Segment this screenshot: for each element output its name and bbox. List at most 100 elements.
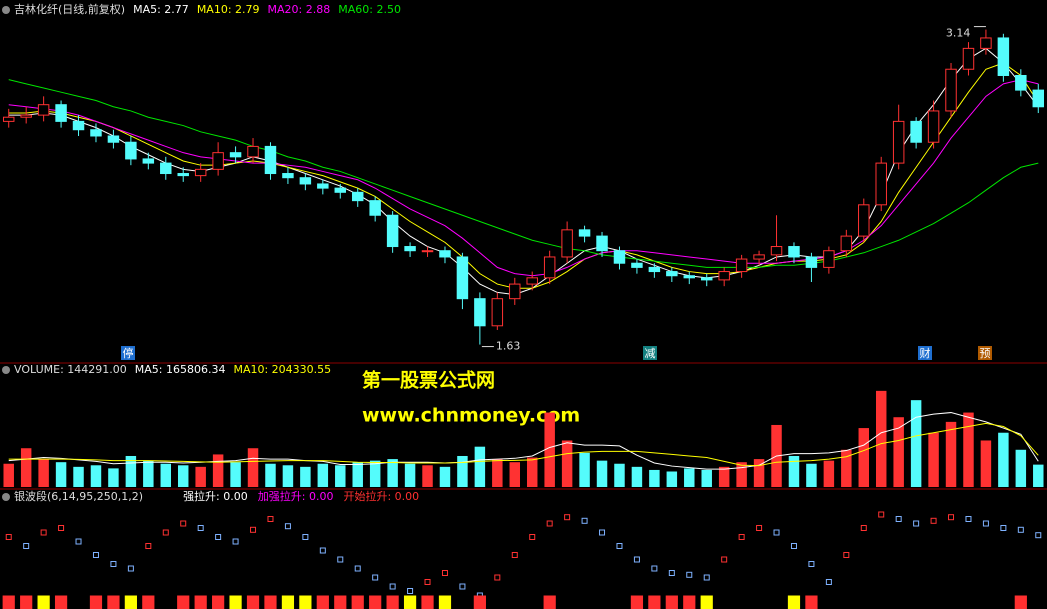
volume-ma-line (8, 412, 1039, 470)
candle-body (474, 298, 486, 327)
volume-bar (666, 471, 678, 487)
header-icon (2, 366, 10, 374)
volume-bar (195, 466, 206, 487)
candle-body (875, 162, 887, 206)
signal-bar (473, 595, 486, 609)
signal-bar (683, 595, 696, 609)
candle-body (997, 37, 1010, 76)
ma-line (8, 79, 1039, 268)
candle-body (264, 145, 277, 175)
header-item: 加强拉升: 0.00 (258, 489, 334, 503)
volume-bar (1015, 449, 1027, 487)
candle-body (823, 250, 835, 268)
candle-body (177, 173, 189, 177)
volume-bar (369, 460, 381, 487)
volume-bar (649, 469, 660, 487)
candle-body (351, 191, 364, 202)
wave-point (58, 525, 65, 531)
wave-point (843, 552, 850, 558)
wave-point (546, 520, 553, 527)
wave-point (5, 534, 12, 540)
wave-point (424, 579, 431, 585)
signal-bar (351, 595, 364, 609)
wave-point (197, 525, 204, 531)
volume-bar (404, 463, 416, 487)
wave-point (738, 534, 745, 540)
panel-header: VOLUME: 144291.00 MA5: 165806.34 MA10: 204… (14, 363, 331, 376)
volume-bar (963, 412, 974, 487)
volume-bar (125, 455, 137, 487)
candle-body (578, 229, 591, 237)
signal-bar (20, 595, 33, 609)
header-item: MA20: 2.88 (268, 3, 331, 16)
candle-body (404, 246, 416, 252)
volume-bar (718, 466, 730, 487)
signal-bar (89, 595, 103, 609)
event-box (978, 346, 992, 360)
signal-bar (665, 595, 678, 609)
wave-point (564, 514, 571, 521)
header-item: 吉林化纤(日线,前复权) (14, 2, 125, 16)
candle-body (700, 277, 713, 281)
candle-body (631, 262, 643, 268)
candle-body (386, 214, 399, 248)
candle-body (613, 250, 626, 264)
candle-body (718, 271, 730, 281)
wave-point (616, 543, 623, 549)
candle-body (770, 246, 783, 256)
wave-point (284, 523, 291, 530)
volume-bar (300, 466, 311, 487)
high-label: 3.14 (946, 27, 971, 40)
wave-point (930, 517, 937, 524)
wave-point (686, 571, 693, 578)
header-item: 银波段(6,14,95,250,1,2) (14, 489, 143, 503)
candle-body (456, 256, 469, 300)
wave-point (180, 520, 187, 527)
volume-bar (265, 463, 276, 487)
signal-bar (177, 595, 190, 609)
candle-body (596, 235, 608, 252)
signal-bar (142, 595, 155, 609)
wave-point (825, 579, 832, 585)
wave-point (407, 588, 414, 594)
volume-bar (823, 460, 835, 487)
header-item: MA5: 2.77 (133, 3, 189, 16)
watermark: www.chnmoney.com (362, 405, 580, 427)
signal-bar (281, 595, 295, 609)
panel-header: 吉林化纤(日线,前复权) MA5: 2.77 MA10: 2.79 MA20: 2.8… (14, 2, 401, 16)
volume-bar (753, 459, 765, 487)
watermark: 第一股票公式网 (362, 369, 495, 392)
ma-line (8, 79, 1039, 277)
header-item: MA10: 204330.55 (233, 363, 331, 376)
wave-point (511, 552, 518, 558)
candle-body (2, 116, 15, 122)
header-icon (2, 493, 10, 501)
volume-bar (806, 463, 817, 487)
volume-bar (858, 428, 870, 487)
wave-point (703, 574, 710, 581)
candle-body (282, 173, 294, 179)
wave-point (529, 534, 536, 540)
volume-bar (875, 390, 887, 487)
wave-point (895, 516, 902, 522)
volume-bar (20, 448, 32, 487)
candle-body (892, 120, 905, 164)
candle-body (194, 168, 207, 177)
candle-body (1015, 74, 1027, 91)
wave-point (441, 570, 448, 576)
wave-point (459, 583, 466, 590)
volume-bar (788, 455, 800, 487)
volume-bar (561, 440, 573, 487)
candle-body (526, 277, 538, 285)
candle-body (160, 162, 172, 175)
volume-bar (579, 452, 590, 487)
signal-bar (299, 595, 312, 609)
volume-bar (614, 463, 625, 487)
wave-point (1017, 526, 1024, 533)
volume-bar (596, 460, 608, 487)
signal-bar (334, 595, 347, 609)
event-label: 减 (645, 347, 656, 360)
candle-body (509, 283, 521, 300)
signal-bar (648, 595, 661, 609)
wave-point (302, 534, 309, 540)
